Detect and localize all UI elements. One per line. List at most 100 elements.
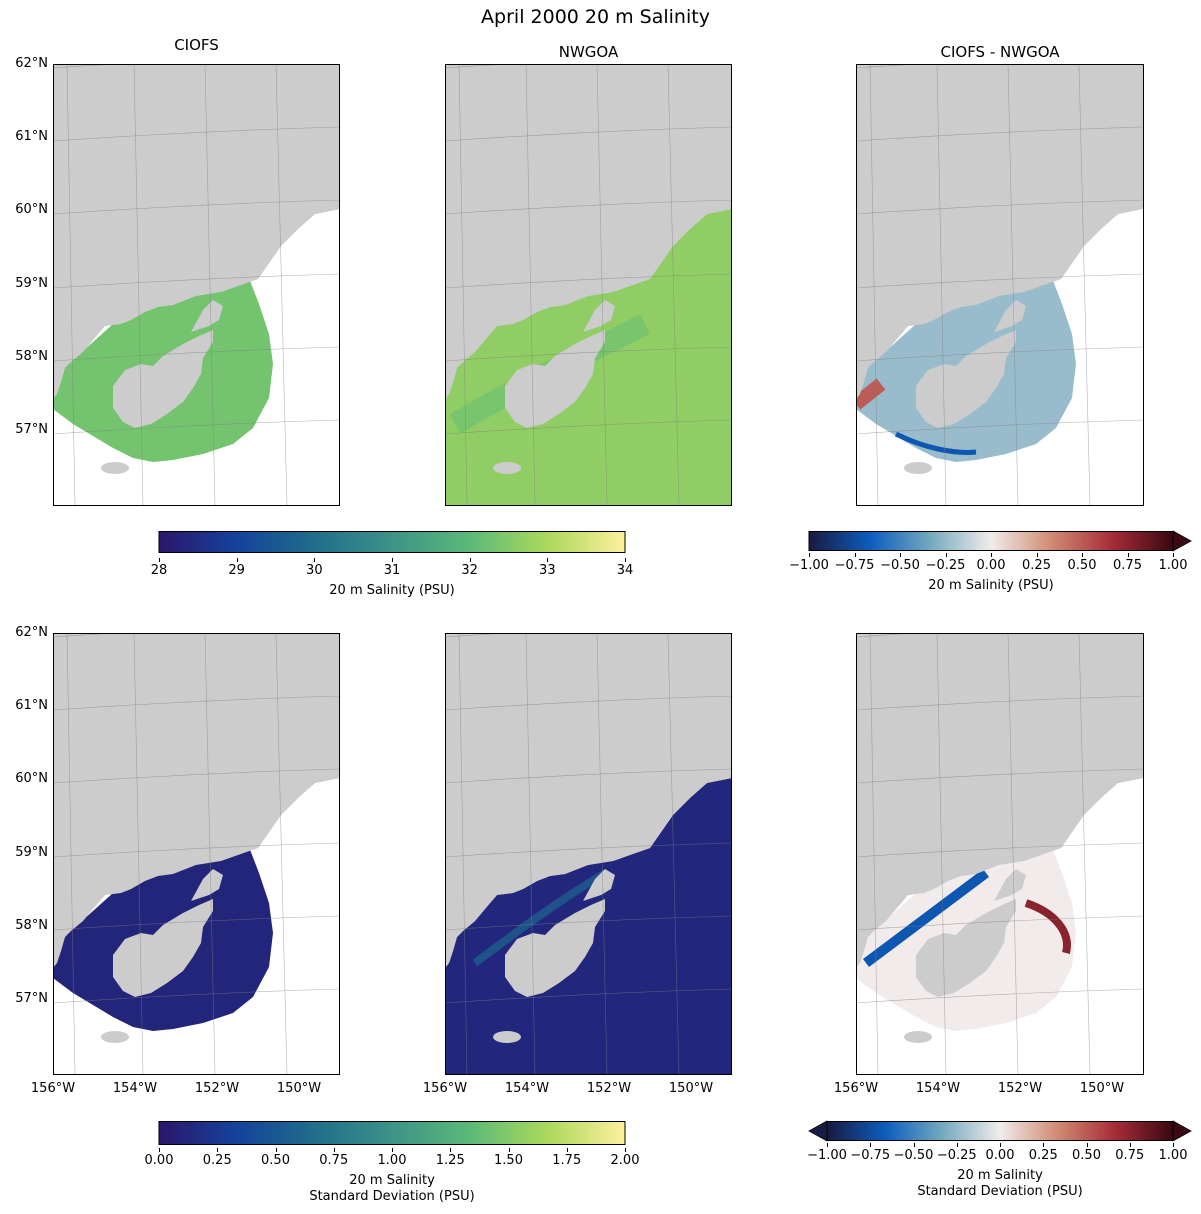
colorbar-step — [516, 1121, 521, 1145]
colorbar-step — [419, 1121, 424, 1145]
colorbar-step — [1074, 1121, 1079, 1141]
colorbar-step — [228, 1121, 234, 1145]
colorbar-step — [1112, 1121, 1116, 1141]
panel-title-difference: CIOFS - NWGOA — [940, 43, 1060, 61]
colorbar-step — [372, 531, 378, 553]
colorbar-step — [1166, 531, 1171, 551]
colorbar-tick-label: 0.00 — [976, 558, 1006, 573]
colorbar-step — [957, 531, 962, 551]
colorbar-step — [1103, 531, 1107, 551]
colorbar-step — [815, 531, 819, 551]
colorbar-step — [933, 1121, 938, 1141]
colorbar-step — [852, 1121, 857, 1141]
colorbar-step — [1046, 1121, 1050, 1141]
colorbar-tick-label: 1.00 — [377, 1153, 407, 1168]
colorbar-step — [430, 1121, 436, 1145]
parallel-line — [445, 126, 732, 142]
colorbar-tick-mark — [956, 1143, 958, 1147]
colorbar-step — [1011, 1121, 1016, 1141]
colorbar-step — [578, 1121, 583, 1145]
colorbar-step — [860, 531, 865, 551]
colorbar-step — [1145, 531, 1150, 551]
map-nwgoa-std — [445, 633, 732, 1075]
colorbar-step — [854, 531, 859, 551]
colorbar-step — [962, 1121, 966, 1141]
colorbar-step — [1049, 1121, 1053, 1141]
map-frame — [856, 633, 1144, 1075]
parallel-line — [445, 633, 512, 638]
meridian-line — [869, 633, 879, 1075]
colorbar-step — [821, 531, 825, 551]
colorbar-step — [547, 1121, 552, 1145]
colorbar-step — [924, 531, 928, 551]
colorbar-step — [1144, 1121, 1148, 1141]
colorbar-tick-mark — [469, 558, 471, 562]
colorbar-step — [1115, 531, 1119, 551]
colorbar-step — [848, 531, 853, 551]
negative-anomaly — [894, 431, 977, 455]
colorbar-step — [438, 531, 444, 553]
colorbar-tick-label: −0.25 — [925, 558, 966, 573]
colorbar-step — [368, 531, 374, 553]
colorbar-step — [252, 1121, 257, 1145]
colorbar-step — [543, 531, 548, 553]
parallel-line — [856, 419, 1144, 435]
colorbar-step — [201, 1121, 207, 1145]
colorbar-step — [287, 531, 292, 553]
colorbar-step — [855, 1121, 860, 1141]
colorbar-salinity — [158, 531, 626, 553]
colorbar-step — [570, 1121, 576, 1145]
barren-islands — [994, 300, 1026, 332]
colorbar-step — [936, 531, 941, 551]
meridian-line — [204, 64, 216, 506]
colorbar-tick-mark — [159, 1148, 160, 1152]
colorbar-step — [1124, 531, 1129, 551]
colorbar-tick-mark — [1173, 553, 1174, 557]
colorbar-step — [985, 1121, 990, 1141]
colorbar-step — [496, 531, 502, 553]
colorbar-std-diff — [808, 1120, 1192, 1142]
trinity-islands — [904, 462, 932, 474]
colorbar-step — [1118, 1121, 1122, 1141]
colorbar-step — [1135, 1121, 1139, 1141]
colorbar-step — [1089, 1121, 1093, 1141]
colorbar-tick-label: 0.75 — [1115, 1148, 1145, 1163]
colorbar-step — [535, 1121, 541, 1145]
meridian-line — [667, 64, 680, 506]
colorbar-step — [310, 1121, 315, 1145]
colorbar-step — [1000, 1121, 1004, 1141]
colorbar-step — [1048, 531, 1053, 551]
colorbar-step — [182, 531, 187, 553]
colorbar-step — [1132, 1121, 1137, 1141]
colorbar-step — [850, 1121, 854, 1141]
colorbar-step — [438, 1121, 444, 1145]
colorbar-tick-label: −1.00 — [807, 1148, 847, 1163]
colorbar-step — [907, 1121, 912, 1141]
colorbar-step — [193, 1121, 199, 1145]
map-frame — [53, 633, 340, 1075]
colorbar-step — [388, 1121, 393, 1145]
colorbar-step — [1078, 531, 1083, 551]
colorbar-step — [982, 1121, 987, 1141]
parallel-line — [856, 126, 1144, 142]
map-frame — [53, 64, 340, 506]
colorbar-step — [578, 531, 583, 553]
colorbar-step — [298, 531, 304, 553]
colorbar-step — [1138, 1121, 1142, 1141]
colorbar-step — [329, 531, 335, 553]
colorbar-step — [403, 1121, 409, 1145]
shelf-current — [472, 869, 608, 967]
colorbar-step — [1031, 1121, 1036, 1141]
colorbar-step — [975, 531, 980, 551]
parallel-line — [53, 64, 120, 69]
colorbar-step — [341, 531, 346, 553]
colorbar-step — [492, 531, 498, 553]
colorbar-tick-mark — [854, 553, 856, 557]
parallel-line — [53, 199, 340, 215]
parallel-line — [856, 988, 1144, 1004]
colorbar-step — [1112, 531, 1116, 551]
colorbar-step — [461, 531, 467, 553]
colorbar-step — [279, 1121, 284, 1145]
colorbar-step — [318, 1121, 323, 1145]
colorbar-step — [1148, 531, 1153, 551]
